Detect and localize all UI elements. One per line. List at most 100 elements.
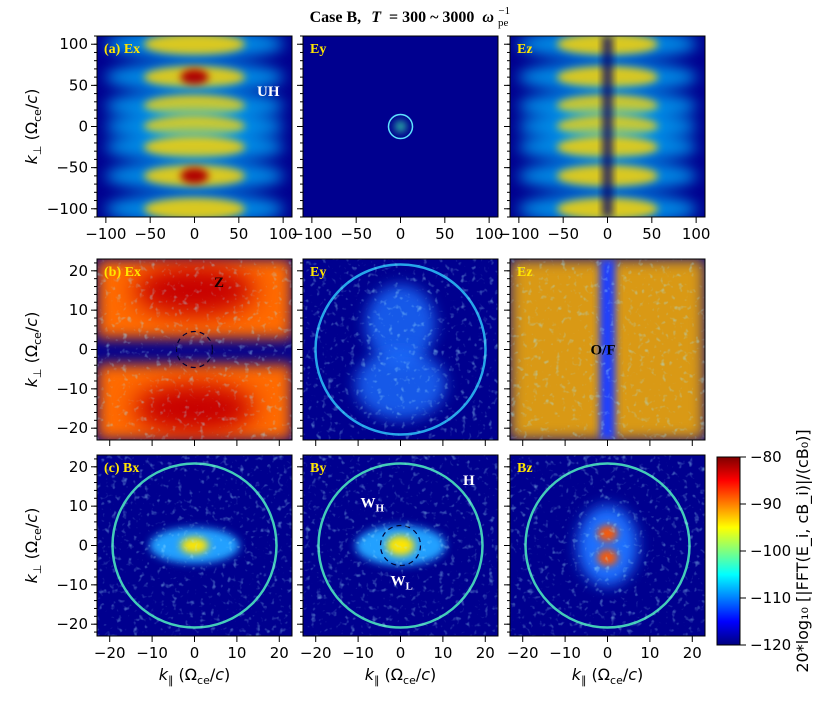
core xyxy=(394,120,407,133)
xtick-label: 0 xyxy=(396,225,406,243)
panel-label-b-ez: Ez xyxy=(517,265,533,280)
band-core xyxy=(143,36,246,56)
panels-group xyxy=(97,36,705,636)
colorbar-ticks: −80 −90 −100 −110 −120 xyxy=(740,448,791,654)
panel-label-b-ey: Ey xyxy=(310,265,326,280)
xtick-label: −50 xyxy=(547,225,579,243)
heatmap-b-ez xyxy=(510,259,705,440)
panel-label-a-ex: (a) Ex xyxy=(104,42,140,57)
xtick-label: −10 xyxy=(136,644,168,662)
title-sup: −1 xyxy=(498,5,510,17)
panel-label-c-by: By xyxy=(310,461,326,476)
heatmap-b-ey xyxy=(303,259,498,440)
heatmap-a-ez xyxy=(510,36,705,217)
xtick-label: −20 xyxy=(300,644,332,662)
band-peak xyxy=(180,69,209,86)
texture xyxy=(97,455,292,636)
xtick-label: −20 xyxy=(94,644,126,662)
annotation: Z xyxy=(214,275,224,291)
panel-label-c-bz: Bz xyxy=(517,461,533,476)
ytick-label: −50 xyxy=(56,159,88,177)
ylabel: k⊥ (Ωce/c) xyxy=(22,508,44,584)
panel-label-c-bx: (c) Bx xyxy=(104,461,139,476)
annotation: UH xyxy=(257,84,280,100)
texture xyxy=(510,455,705,636)
colorbar-tick-label: −120 xyxy=(750,636,791,654)
annotation: O/F xyxy=(591,343,616,359)
heatmap-a-ex xyxy=(97,36,292,217)
ytick-label: 0 xyxy=(78,537,88,555)
colorbar: −80 −90 −100 −110 −120 20*log₁₀ [|FFT(E_i, c… xyxy=(716,429,813,673)
xtick-label: 50 xyxy=(642,225,661,243)
annotation: H xyxy=(463,473,475,489)
panel-label-b-ex: (b) Ex xyxy=(104,265,141,280)
title-range: = 300 ~ 3000 xyxy=(389,9,474,26)
ytick-label: −20 xyxy=(56,419,88,437)
ytick-label: 0 xyxy=(78,341,88,359)
title-T: T xyxy=(371,9,382,26)
band-core xyxy=(143,197,246,217)
ylabel: k⊥ (Ωce/c) xyxy=(22,312,44,388)
colorbar-label: 20*log₁₀ [|FFT(E_i, cB_i)|/(cB₀)] xyxy=(793,429,813,672)
panel-label-a-ez: Ez xyxy=(517,42,533,57)
band-peak xyxy=(180,167,209,184)
xtick-label: 50 xyxy=(435,225,454,243)
ytick-label: 100 xyxy=(59,35,88,53)
xtick-label: −100 xyxy=(85,225,126,243)
xtick-label: 20 xyxy=(476,644,495,662)
ytick-label: 0 xyxy=(78,118,88,136)
xtick-label: −10 xyxy=(549,644,581,662)
ytick-label: −20 xyxy=(56,615,88,633)
ylabel: k⊥ (Ωce/c) xyxy=(22,89,44,165)
heatmap-a-ey xyxy=(303,36,498,217)
xtick-label: −100 xyxy=(498,225,539,243)
texture xyxy=(303,455,498,636)
ytick-label: 50 xyxy=(69,76,88,94)
panel-label-a-ey: Ey xyxy=(310,42,326,57)
xtick-label: 100 xyxy=(269,225,298,243)
heatmap-c-bx xyxy=(97,455,292,636)
ytick-label: 10 xyxy=(69,497,88,515)
colorbar-gradient xyxy=(716,456,741,646)
center-gap xyxy=(602,36,613,217)
colorbar-tick-label: −110 xyxy=(750,589,791,607)
title-prefix: Case B, xyxy=(310,9,362,26)
colorbar-tick-label: −80 xyxy=(750,448,782,466)
ytick-label: −10 xyxy=(56,576,88,594)
xtick-label: −50 xyxy=(340,225,372,243)
heatmap-c-by xyxy=(303,455,498,636)
xlabel: k∥ (Ωce/c) xyxy=(159,665,231,687)
xtick-label: 0 xyxy=(190,644,200,662)
xtick-label: 10 xyxy=(640,644,659,662)
texture xyxy=(510,259,705,440)
texture xyxy=(303,259,498,440)
ring xyxy=(387,113,414,140)
xtick-label: 100 xyxy=(475,225,504,243)
xtick-label: 0 xyxy=(603,225,613,243)
xtick-label: 20 xyxy=(270,644,289,662)
ytick-label: −10 xyxy=(56,380,88,398)
xlabel: k∥ (Ωce/c) xyxy=(365,665,437,687)
texture xyxy=(97,259,292,440)
heatmap-b-ex xyxy=(97,259,292,440)
xtick-label: −100 xyxy=(291,225,332,243)
xtick-label: 0 xyxy=(396,644,406,662)
annotation: WH xyxy=(361,496,385,515)
ytick-label: −100 xyxy=(47,200,88,218)
title-omega: ω xyxy=(482,9,494,26)
colorbar-tick-label: −100 xyxy=(750,542,791,560)
xtick-label: 0 xyxy=(603,644,613,662)
xlabel: k∥ (Ωce/c) xyxy=(572,665,644,687)
heatmap-c-bz xyxy=(510,455,705,636)
band-core xyxy=(143,136,246,159)
xtick-label: 10 xyxy=(227,644,246,662)
xtick-label: 20 xyxy=(683,644,702,662)
figure-title: Case B, T = 300 ~ 3000 ω pe −1 xyxy=(310,5,513,30)
xtick-label: 10 xyxy=(433,644,452,662)
xtick-label: −20 xyxy=(507,644,539,662)
ytick-label: 20 xyxy=(69,262,88,280)
colorbar-tick-label: −90 xyxy=(750,495,782,513)
ytick-label: 10 xyxy=(69,301,88,319)
